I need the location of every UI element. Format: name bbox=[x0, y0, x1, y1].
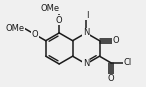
Text: N: N bbox=[83, 60, 89, 68]
Text: O: O bbox=[31, 30, 38, 39]
Text: I: I bbox=[86, 11, 89, 20]
Text: OMe: OMe bbox=[6, 24, 25, 33]
Text: N: N bbox=[83, 28, 89, 37]
Text: O: O bbox=[56, 16, 62, 25]
Text: O: O bbox=[113, 36, 119, 45]
Text: O: O bbox=[108, 74, 114, 83]
Text: OMe: OMe bbox=[40, 4, 59, 13]
Text: Cl: Cl bbox=[123, 58, 132, 67]
